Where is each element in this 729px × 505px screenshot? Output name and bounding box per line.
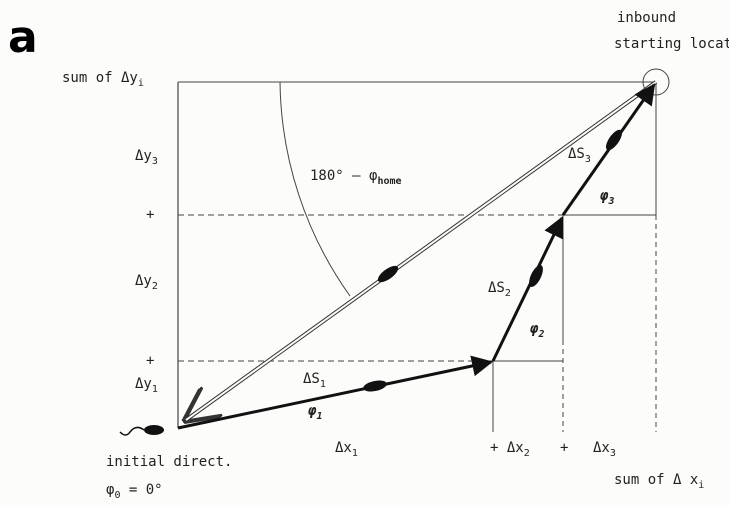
diagram: a inbound starting location sum of Δyi Δ…: [0, 0, 729, 505]
label: +: [146, 207, 154, 223]
label: +: [560, 440, 568, 456]
label: starting location: [614, 36, 729, 52]
panel-label: a: [8, 12, 38, 63]
label: inbound: [617, 10, 676, 26]
label: +: [146, 353, 154, 369]
label: initial direct.: [106, 454, 232, 470]
